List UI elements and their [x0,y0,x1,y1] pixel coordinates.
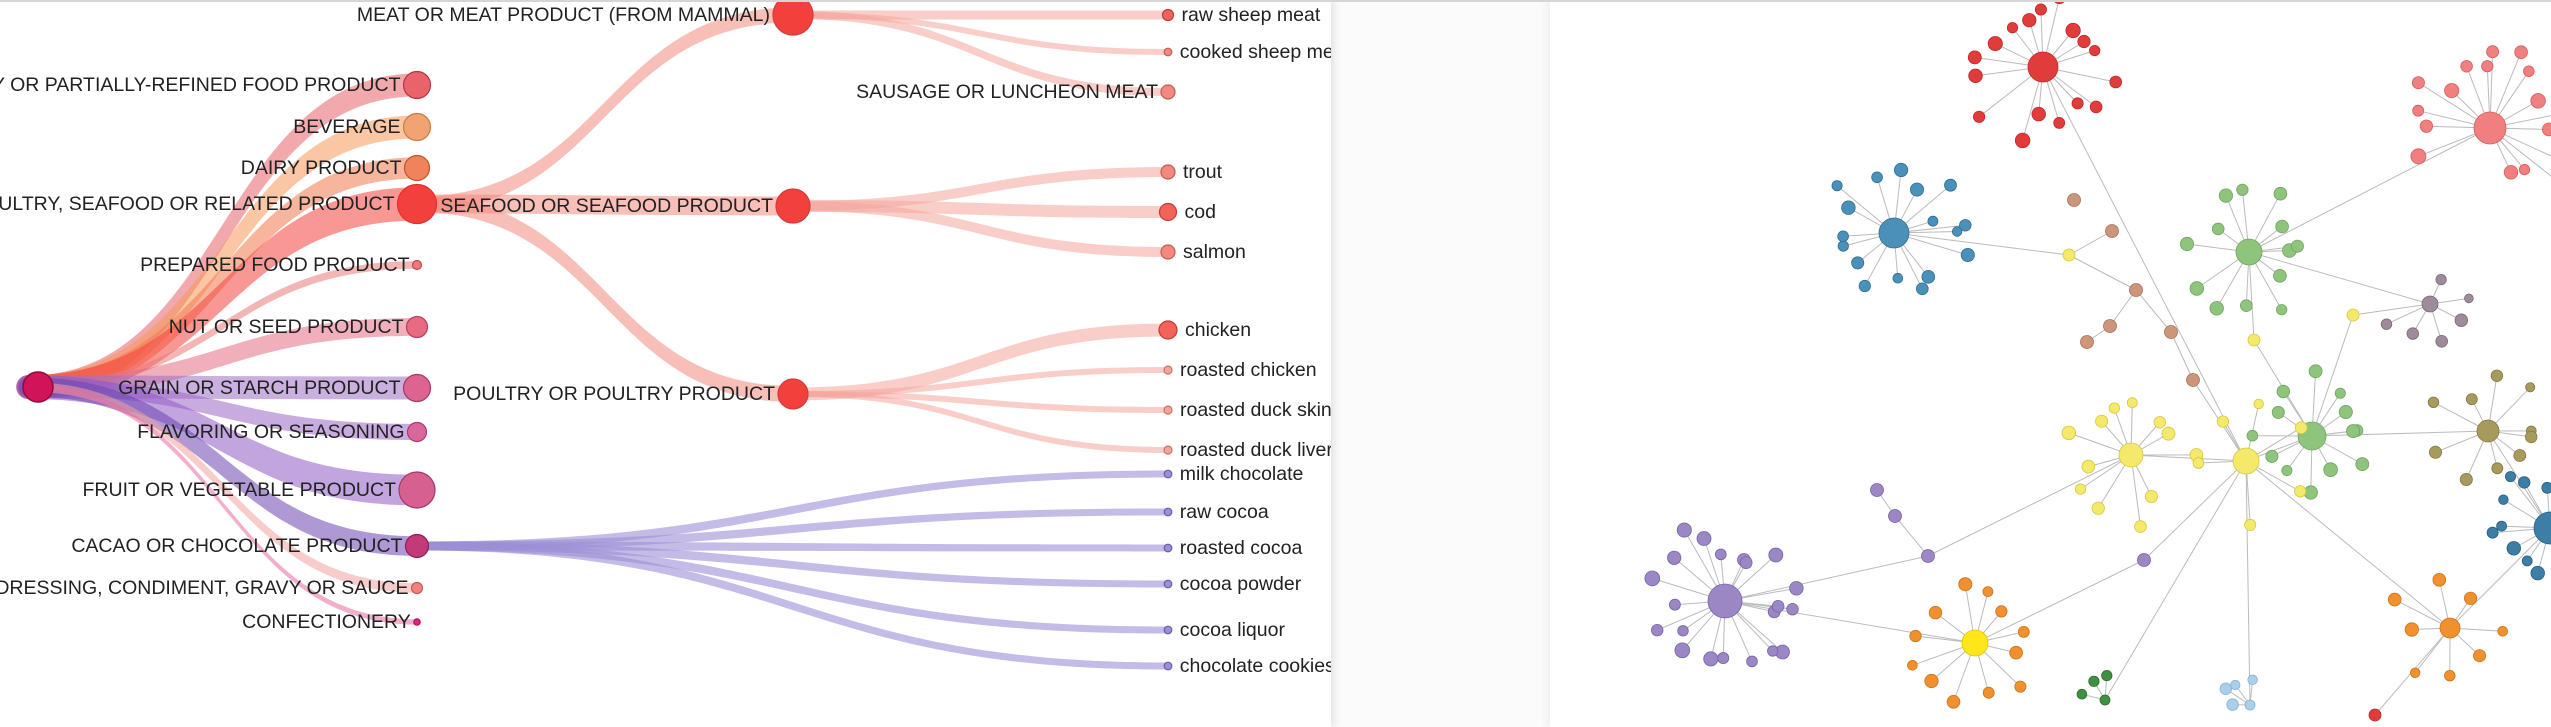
svg-text:NUT OR SEED PRODUCT: NUT OR SEED PRODUCT [169,316,404,338]
svg-text:BEVERAGE: BEVERAGE [293,116,400,138]
svg-text:roasted chicken: roasted chicken [1180,359,1317,381]
svg-text:SEAFOOD OR SEAFOOD PRODUCT: SEAFOOD OR SEAFOOD PRODUCT [440,195,773,217]
svg-text:MEAT OR MEAT PRODUCT (FROM MAM: MEAT OR MEAT PRODUCT (FROM MAMMAL) [357,4,770,26]
svg-text:chicken: chicken [1185,319,1251,341]
svg-text:CONFECTIONERY: CONFECTIONERY [242,611,411,633]
svg-text:cooked sheep meat: cooked sheep meat [1180,41,1331,63]
svg-text:raw sheep meat: raw sheep meat [1182,4,1321,26]
svg-text:DAIRY PRODUCT: DAIRY PRODUCT [241,157,402,179]
svg-text:cocoa powder: cocoa powder [1180,573,1302,595]
svg-text:chocolate cookies: chocolate cookies [1180,655,1331,677]
svg-text:POULTRY, SEAFOOD OR RELATED PR: POULTRY, SEAFOOD OR RELATED PRODUCT [0,193,395,215]
svg-text:PREPARED FOOD PRODUCT: PREPARED FOOD PRODUCT [140,254,409,276]
svg-text:SAUSAGE OR LUNCHEON MEAT: SAUSAGE OR LUNCHEON MEAT [856,81,1158,103]
svg-text:milk chocolate: milk chocolate [1180,463,1304,485]
svg-text:POULTRY OR POULTRY PRODUCT: POULTRY OR POULTRY PRODUCT [453,383,775,405]
svg-text:cocoa liquor: cocoa liquor [1180,619,1286,641]
svg-text:cod: cod [1185,201,1216,223]
svg-text:roasted duck liver: roasted duck liver [1180,439,1331,461]
svg-text:trout: trout [1183,161,1223,183]
svg-text:salmon: salmon [1183,241,1246,263]
svg-text:roasted cocoa: roasted cocoa [1180,537,1303,559]
svg-text:CACAO OR CHOCOLATE PRODUCT: CACAO OR CHOCOLATE PRODUCT [71,535,402,557]
svg-text:FLAVORING OR SEASONING: FLAVORING OR SEASONING [137,421,404,443]
svg-text:DRESSING, CONDIMENT, GRAVY OR: DRESSING, CONDIMENT, GRAVY OR SAUCE [0,577,409,599]
svg-text:raw cocoa: raw cocoa [1180,501,1269,523]
svg-text:GRAIN OR STARCH PRODUCT: GRAIN OR STARCH PRODUCT [118,377,400,399]
svg-text:FRUIT OR VEGETABLE PRODUCT: FRUIT OR VEGETABLE PRODUCT [83,479,397,501]
svg-text:roasted duck skin: roasted duck skin [1180,399,1331,421]
svg-text:FULLY OR PARTIALLY-REFINED FOO: FULLY OR PARTIALLY-REFINED FOOD PRODUCT [0,74,401,96]
